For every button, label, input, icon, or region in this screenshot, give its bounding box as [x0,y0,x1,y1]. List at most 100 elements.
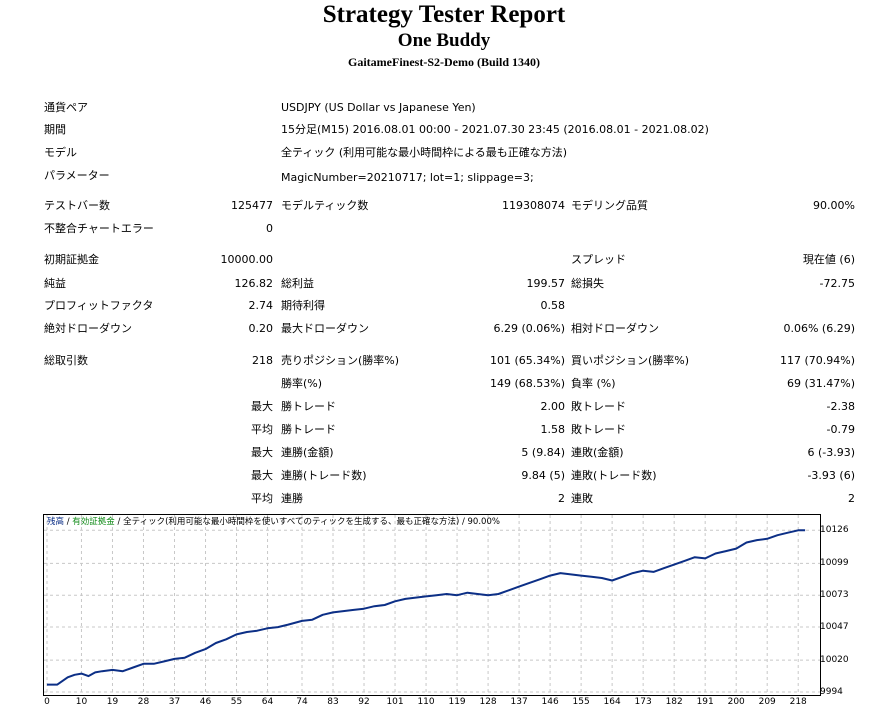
chart-legend: 残高 / 有効証拠金 / 全ティック(利用可能な最小時間枠を使いすべてのティック… [47,517,500,528]
x-tick-label: 182 [665,697,683,707]
total-trades-value: 218 [252,354,273,367]
balance-line [47,529,806,686]
expected-payoff-label: 期待利得 [281,299,325,312]
x-tick-label: 164 [603,697,621,707]
legend-separator: / [64,517,73,527]
x-tick-label: 119 [448,697,466,707]
relative-drawdown-label: 相対ドローダウン [571,322,659,335]
spread-value: 現在値 (6) [802,253,855,266]
ticks-label: モデルティック数 [281,199,369,212]
parameters-label: パラメーター [44,169,110,182]
loss-rate-label: 負率 (%) [571,377,616,390]
legend-equity: 有効証拠金 [72,517,115,527]
x-tick-label: 146 [541,697,559,707]
consecutive-loss-value: -3.93 (6) [807,469,855,482]
average-win-value: 1.58 [540,423,566,436]
report-title: Strategy Tester Report [322,1,566,28]
symbol-value: USDJPY (US Dollar vs Japanese Yen) [281,101,476,114]
largest-win-label: 勝トレード [281,400,336,413]
bars-label: テストバー数 [44,199,110,212]
model-label: モデル [44,146,77,159]
x-tick-label: 200 [727,697,745,707]
x-tick-label: 128 [479,697,497,707]
x-tick-label: 110 [417,697,435,707]
y-tick-label: 10099 [820,558,849,569]
net-profit-value: 126.82 [234,277,274,290]
average-consecutive-losses-value: 2 [848,492,855,505]
profit-factor-value: 2.74 [248,299,274,312]
relative-drawdown-value: 0.06% (6.29) [783,322,855,335]
x-tick-label: 64 [261,697,274,707]
largest-loss-value: -2.38 [826,400,855,413]
y-tick-label: 10073 [820,590,849,601]
quality-label: モデリング品質 [571,199,648,212]
balance-plot [44,515,820,695]
largest-loss-label: 敗トレード [571,400,626,413]
build-info: GaitameFinest-S2-Demo (Build 1340) [348,55,540,69]
balance-chart: 残高 / 有効証拠金 / 全ティック(利用可能な最小時間枠を使いすべてのティック… [43,514,821,696]
ticks-value: 119308074 [502,199,565,212]
consecutive-losses-money-label: 連敗(金額) [571,446,624,459]
x-tick-label: 74 [296,697,308,707]
gross-profit-value: 199.57 [526,277,566,290]
largest-prefix: 最大 [251,400,273,413]
gross-loss-value: -72.75 [819,277,855,290]
x-tick-label: 191 [696,697,714,707]
loss-rate-value: 69 (31.47%) [786,377,855,390]
y-tick-label: 10020 [820,655,849,666]
x-tick-label: 137 [510,697,528,707]
mismatch-label: 不整合チャートエラー [44,222,154,235]
legend-model-text: / 全ティック(利用可能な最小時間枠を使いすべてのティックを生成する、最も正確な… [114,517,500,527]
average-consecutive-wins-label: 連勝 [281,492,303,505]
max-consecutive-money-prefix: 最大 [251,446,273,459]
model-value: 全ティック (利用可能な最小時間枠による最も正確な方法) [281,146,568,159]
x-tick-label: 83 [327,697,339,707]
x-tick-label: 218 [789,697,807,707]
mismatch-value: 0 [266,222,273,235]
y-tick-label: 10047 [820,622,849,633]
y-tick-label: 10126 [820,525,849,536]
quality-value: 90.00% [813,199,855,212]
bars-value: 125477 [231,199,273,212]
average-consecutive-losses-label: 連敗 [571,492,593,505]
absolute-drawdown-value: 0.20 [248,322,274,335]
x-tick-label: 55 [230,697,243,707]
long-positions-label: 買いポジション(勝率%) [571,354,690,367]
average-consecutive-prefix: 平均 [251,492,273,505]
expert-name: One Buddy [397,30,491,51]
x-tick-label: 209 [758,697,776,707]
win-rate-label: 勝率(%) [281,377,323,390]
consecutive-loss-label: 連敗(トレード数) [571,469,657,482]
x-tick-label: 10 [75,697,88,707]
spread-label: スプレッド [571,253,626,266]
profit-factor-label: プロフィットファクタ [44,299,154,312]
max-consecutive-count-prefix: 最大 [251,469,273,482]
average-win-label: 勝トレード [281,423,336,436]
deposit-value: 10000.00 [220,253,274,266]
total-trades-label: 総取引数 [44,354,88,367]
maximal-drawdown-value: 6.29 (0.06%) [493,322,565,335]
average-consecutive-wins-value: 2 [558,492,565,505]
x-tick-label: 46 [199,697,212,707]
consecutive-wins-money-label: 連勝(金額) [281,446,334,459]
x-tick-label: 19 [106,697,119,707]
period-value: 15分足(M15) 2016.08.01 00:00 - 2021.07.30 … [281,123,709,136]
gross-loss-label: 総損失 [571,277,604,290]
absolute-drawdown-label: 絶対ドローダウン [44,322,132,335]
deposit-label: 初期証拠金 [44,253,99,266]
legend-balance: 残高 [47,517,65,527]
largest-win-value: 2.00 [540,400,566,413]
symbol-label: 通貨ペア [44,101,88,114]
x-tick-label: 101 [386,697,404,707]
consecutive-wins-money-value: 5 (9.84) [521,446,565,459]
average-loss-label: 敗トレード [571,423,626,436]
gross-profit-label: 総利益 [281,277,314,290]
x-tick-label: 92 [358,697,370,707]
x-tick-label: 173 [634,697,652,707]
expected-payoff-value: 0.58 [540,299,566,312]
x-tick-label: 0 [44,697,50,707]
short-positions-value: 101 (65.34%) [489,354,565,367]
win-rate-value: 149 (68.53%) [489,377,565,390]
x-tick-label: 155 [572,697,590,707]
average-prefix: 平均 [251,423,273,436]
